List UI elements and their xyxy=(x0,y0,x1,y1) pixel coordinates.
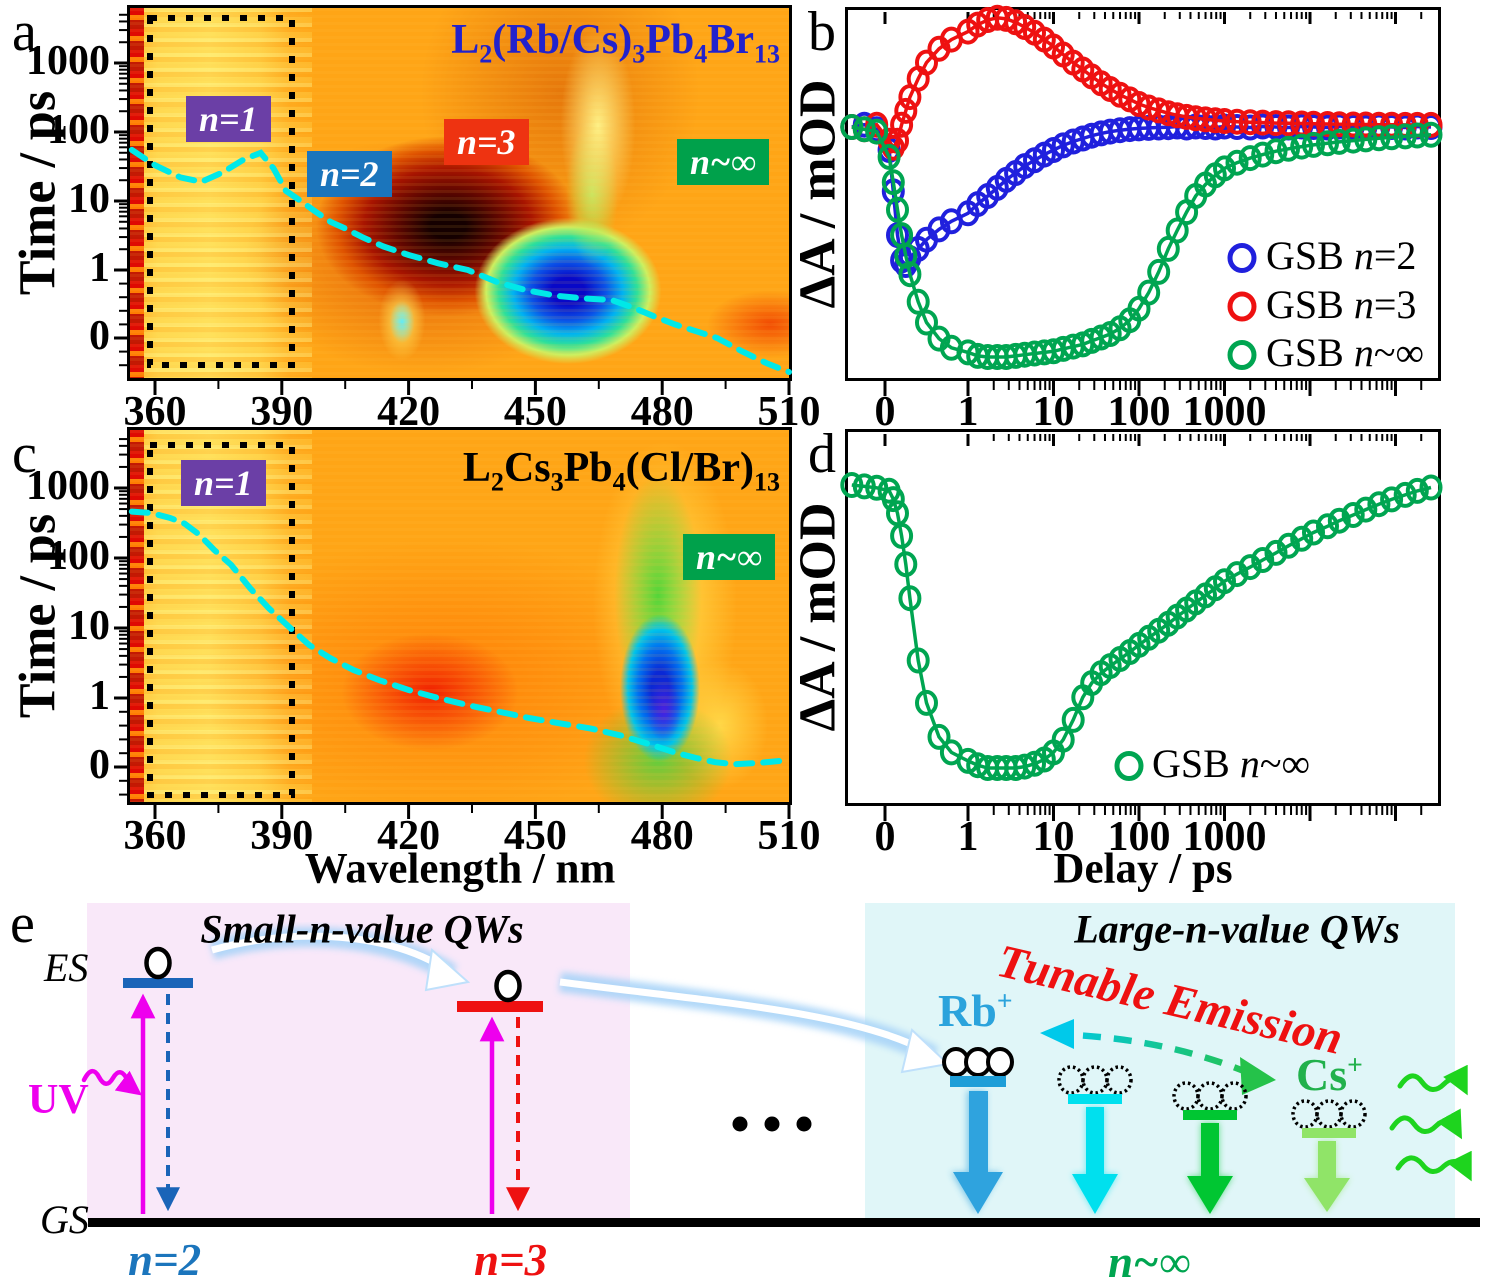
n2-label: n=2 xyxy=(128,1235,202,1285)
n3-excited-level-bar xyxy=(457,1001,543,1012)
excited-state-label: ES xyxy=(44,945,89,990)
delay-axis-label: Delay / ps xyxy=(1053,845,1233,893)
y-tick-label: 10 xyxy=(68,176,110,222)
x-tick-label: 100 xyxy=(1107,814,1171,860)
uv-label: UV xyxy=(28,1077,89,1123)
x-tick-label: 450 xyxy=(503,813,567,859)
wavelength-axis-label: Wavelength / nm xyxy=(304,845,616,893)
y-tick-label: 1 xyxy=(89,245,110,291)
kinetics-plot-b xyxy=(845,7,1441,381)
y-tick-label: 0 xyxy=(89,313,110,359)
panel-d-y-axis-label: ΔA / mOD xyxy=(789,502,847,732)
x-tick-label: 390 xyxy=(250,813,314,859)
panel-letter-d: d xyxy=(808,423,836,485)
heatmap-c-texture xyxy=(130,430,789,802)
heatmap-panel-c xyxy=(127,427,792,805)
y-tick-label: 0 xyxy=(89,742,110,788)
y-tick-label: 100 xyxy=(47,107,110,153)
y-tick-label: 10 xyxy=(68,603,110,649)
ground-state-label: GS xyxy=(40,1197,89,1242)
ellipsis-dot xyxy=(796,1116,812,1132)
small-n-qw-box xyxy=(87,903,630,1219)
kinetics-plot-d xyxy=(845,429,1441,806)
x-tick-label: 1000 xyxy=(1182,814,1267,860)
heatmap-panel-a xyxy=(127,5,792,381)
panel-letter-b: b xyxy=(808,1,836,63)
x-tick-label: 0 xyxy=(874,814,896,860)
y-tick-label: 1 xyxy=(89,673,110,719)
panel-letter-a: a xyxy=(12,1,37,63)
panel-letter-c: c xyxy=(12,423,37,485)
ellipsis-dot xyxy=(732,1116,748,1132)
ellipsis-dot xyxy=(764,1116,780,1132)
panel-c-y-axis-label: Time / ps xyxy=(9,513,67,719)
y-tick-label: 1000 xyxy=(26,463,110,509)
y-tick-label: 1000 xyxy=(26,38,110,84)
x-tick-label: 420 xyxy=(377,813,441,859)
x-tick-label: 1 xyxy=(957,814,979,860)
ground-state-line xyxy=(88,1218,1480,1227)
ninf-label: n~∞ xyxy=(1108,1237,1191,1285)
panel-letter-e: e xyxy=(10,893,35,955)
panel-b-y-axis-label: ΔA / mOD xyxy=(789,79,847,309)
x-tick-label: 510 xyxy=(757,813,821,859)
panel-a-y-axis-label: Time / ps xyxy=(9,90,67,296)
x-tick-label: 360 xyxy=(123,813,187,859)
x-tick-label: 480 xyxy=(630,813,694,859)
large-n-qw-box xyxy=(865,903,1455,1219)
n2-excited-level-bar xyxy=(123,978,193,988)
n3-label: n=3 xyxy=(474,1235,548,1285)
y-tick-label: 100 xyxy=(47,533,110,579)
heatmap-a-texture xyxy=(130,8,789,378)
x-tick-label: 10 xyxy=(1032,814,1075,860)
